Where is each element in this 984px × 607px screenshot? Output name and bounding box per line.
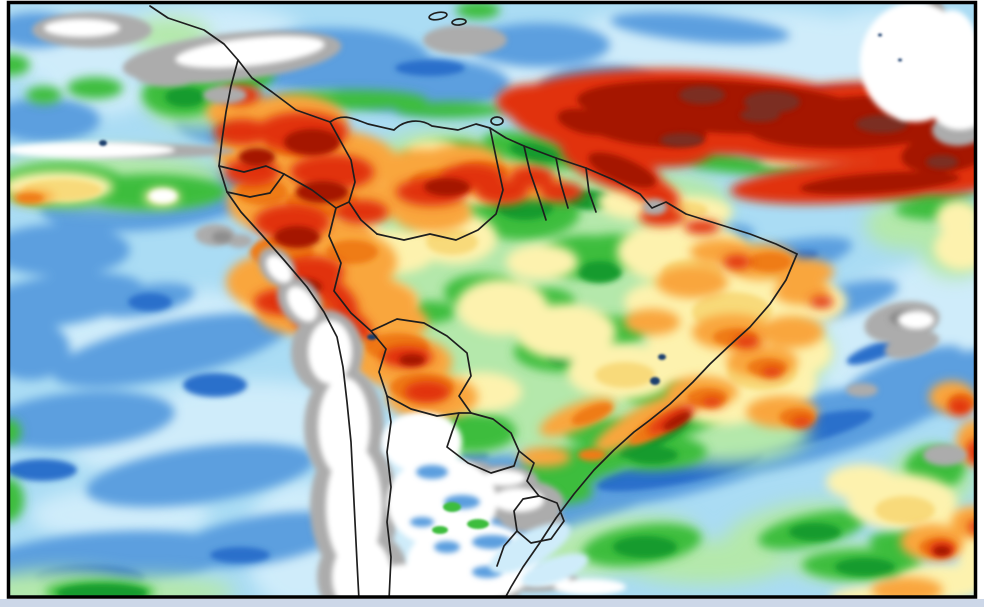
argentina-green-speckles	[432, 502, 489, 534]
map-frame	[6, 0, 978, 599]
rio-coast-cyan-band	[489, 522, 589, 587]
island-puerto-rico	[451, 18, 467, 26]
island-hispaniola	[428, 11, 448, 21]
border-venezuela-brazil-guyana	[376, 127, 504, 241]
border-bolivia-paraguay-argentina	[386, 395, 472, 417]
border-peru-brazil	[328, 207, 372, 332]
border-uruguay	[513, 495, 565, 544]
coastline-west	[218, 59, 360, 597]
border-colombia-ecuador	[218, 165, 285, 175]
coastline-central-america	[149, 5, 331, 123]
border-chile-argentina	[386, 395, 392, 597]
border-brazil-argentina-misiones	[518, 450, 540, 497]
bottom-strip	[0, 599, 984, 607]
argentina-blue-speckles	[410, 465, 512, 578]
border-argentina-uruguay-river	[496, 530, 518, 567]
border-bolivia-brazil	[370, 318, 472, 414]
country-borders	[149, 5, 798, 597]
border-colombia-south	[283, 173, 350, 209]
border-ecuador-peru	[226, 173, 285, 198]
border-guianas	[523, 145, 597, 221]
border-paraguay-east	[470, 412, 520, 452]
coastline-east	[504, 253, 798, 597]
border-paraguay-south	[446, 412, 520, 474]
island-trinidad	[490, 116, 504, 126]
border-colombia-venezuela	[329, 121, 378, 235]
border-peru-bolivia-chile	[370, 330, 388, 397]
maroon-specks	[660, 86, 958, 169]
coastline-north	[329, 116, 798, 255]
